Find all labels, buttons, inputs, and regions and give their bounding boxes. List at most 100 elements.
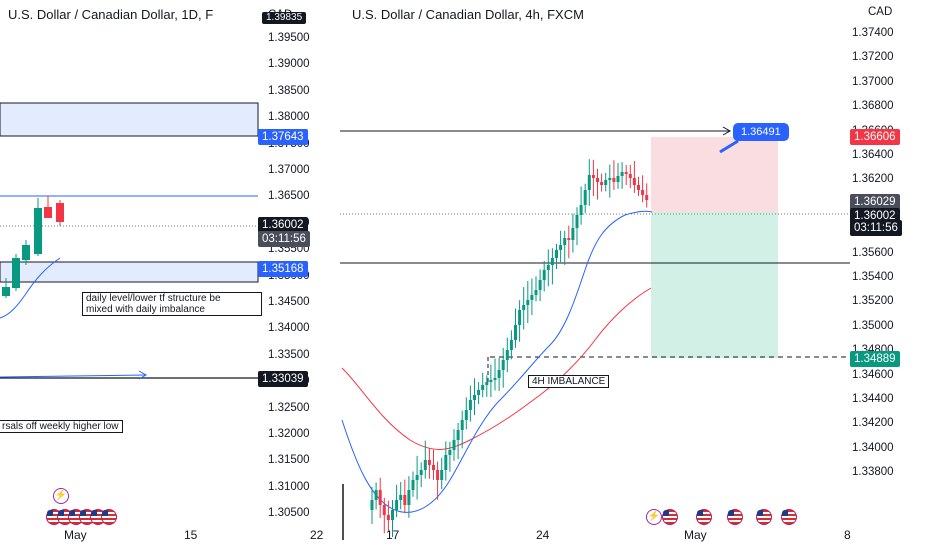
4h-candle [432, 465, 435, 470]
daily-price-tick: 1.33500 [268, 348, 310, 361]
4h-candle [382, 505, 386, 515]
4h-price-tick: 1.37200 [852, 51, 894, 64]
4h-candle [464, 410, 468, 420]
4h-x-label-may: May [684, 528, 707, 542]
us-flag-event-icon[interactable] [662, 509, 678, 525]
4h-candle [591, 175, 595, 178]
4h-candle [620, 172, 624, 176]
daily-current-price-tag: 1.36002 [258, 217, 308, 233]
4h-chart-pane[interactable]: U.S. Dollar / Canadian Dollar, 4h, FXCM … [340, 0, 932, 550]
daily-support-zone [0, 261, 259, 283]
4h-candle [542, 270, 546, 280]
daily-candle [12, 258, 20, 288]
4h-price-tick: 1.35600 [852, 246, 894, 259]
4h-x-label-17: 17 [386, 528, 400, 542]
daily-chart-pane[interactable]: U.S. Dollar / Canadian Dollar, 1D, F CAD… [0, 0, 340, 550]
4h-countdown-tag: 03:11:56 [850, 220, 902, 236]
4h-chart-title: U.S. Dollar / Canadian Dollar, 4h, FXCM [352, 7, 584, 22]
daily-x-label-may: May [64, 528, 87, 542]
4h-price-tick: 1.37000 [852, 75, 894, 88]
4h-candle [608, 178, 612, 180]
daily-resistance-zone [0, 102, 259, 137]
lightning-event-icon[interactable]: ⚡ [53, 488, 69, 504]
us-flag-event-icon[interactable] [727, 509, 743, 525]
4h-price-tick: 1.36200 [852, 173, 894, 186]
us-flag-event-icon[interactable] [696, 509, 712, 525]
us-flag-event-icon[interactable] [101, 509, 117, 525]
4h-candle [612, 178, 616, 182]
4h-price-tick: 1.34000 [852, 441, 894, 454]
4h-x-label-24: 24 [536, 528, 550, 542]
4h-candle [485, 382, 489, 385]
4h-candle [505, 350, 509, 360]
daily-level-bottom-tag: 1.33039 [258, 371, 308, 387]
daily-price-tick: 1.31000 [268, 480, 310, 493]
daily-price-tick: 1.34000 [268, 322, 310, 335]
4h-candle [596, 178, 599, 182]
4h-price-tick: 1.33800 [852, 466, 894, 479]
weekly-low-annotation: rsals off weekly higher low [0, 420, 123, 433]
4h-candle [378, 490, 382, 505]
4h-candle [411, 480, 415, 490]
daily-price-tick: 1.32500 [268, 401, 310, 414]
lightning-event-icon[interactable]: ⚡ [646, 509, 662, 525]
daily-candle [34, 208, 42, 254]
4h-candle [460, 420, 464, 430]
4h-price-tick: 1.35000 [852, 319, 894, 332]
daily-price-tick: 1.36500 [268, 190, 310, 203]
us-flag-event-icon[interactable] [756, 509, 772, 525]
4h-candle [473, 395, 476, 400]
4h-candle [583, 190, 587, 205]
4h-candle [427, 460, 431, 465]
4h-candle [452, 440, 456, 450]
4h-candle [628, 174, 632, 178]
4h-imbalance-annotation: 4H IMBALANCE [528, 375, 610, 388]
4h-chart-canvas[interactable] [340, 0, 932, 550]
4h-price-tick: 1.37400 [852, 27, 894, 39]
4h-entry-price-tag: 1.36029 [850, 194, 900, 210]
4h-candle [468, 400, 472, 410]
4h-currency-label: CAD [868, 6, 893, 18]
4h-target-price-tag: 1.36606 [850, 129, 900, 145]
daily-chart-title: U.S. Dollar / Canadian Dollar, 1D, F [8, 7, 214, 22]
us-flag-event-icon[interactable] [781, 509, 797, 525]
4h-candle [399, 495, 403, 500]
4h-candle [632, 178, 636, 185]
4h-candle [575, 215, 579, 228]
daily-x-label-15: 15 [184, 528, 198, 542]
4h-candle [509, 340, 513, 350]
4h-price-tick: 1.34200 [852, 417, 894, 430]
4h-candle [641, 190, 645, 195]
4h-candle [538, 280, 542, 290]
daily-candle [22, 245, 30, 260]
daily-candle [2, 287, 10, 296]
4h-price-tick: 1.35400 [852, 271, 894, 283]
daily-level-low-tag: 1.35168 [258, 261, 308, 277]
daily-annotation-line-2: mixed with daily imbalance [86, 304, 205, 315]
4h-candle [374, 490, 378, 500]
4h-candle [546, 265, 550, 270]
4h-candle [579, 205, 583, 215]
daily-price-tick: 1.39000 [268, 58, 310, 71]
4h-stop-zone [651, 212, 778, 358]
daily-price-tick: 1.34500 [268, 296, 310, 308]
4h-candle [477, 390, 481, 395]
4h-candle [559, 245, 563, 250]
daily-level-high-tag: 1.37643 [258, 129, 308, 145]
daily-chart-canvas[interactable] [0, 0, 340, 550]
daily-price-tick: 1.39500 [268, 32, 310, 44]
4h-candle [419, 470, 423, 475]
price-target-callout[interactable]: 1.36491 [733, 123, 789, 141]
4h-candle [489, 380, 493, 382]
4h-candle [522, 305, 526, 310]
daily-price-tick: 1.30500 [268, 507, 310, 520]
4h-fast-moving-average [341, 210, 653, 513]
4h-candle [550, 258, 554, 265]
4h-candle [403, 495, 407, 505]
4h-candle [534, 290, 538, 295]
daily-top-price-tag: 1.39835 [262, 12, 307, 24]
daily-trend-arrowhead [138, 370, 148, 380]
daily-price-tick: 1.32000 [268, 428, 310, 440]
daily-candle [56, 203, 64, 222]
4h-candle [481, 385, 485, 390]
